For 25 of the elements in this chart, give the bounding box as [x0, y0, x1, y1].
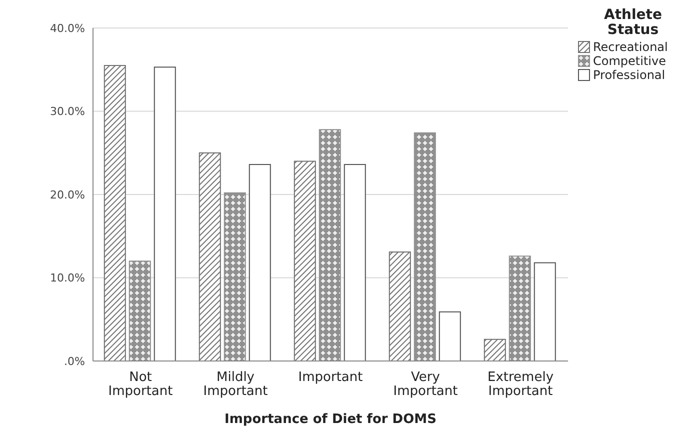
y-tick-label: .0%	[64, 354, 85, 368]
bar	[438, 311, 461, 361]
bar	[198, 152, 221, 361]
y-tick-label: 40.0%	[50, 22, 85, 35]
bar	[484, 338, 506, 361]
x-tick-label: Important	[298, 370, 363, 385]
x-tick-label: Mildly Important	[203, 370, 268, 399]
y-tick-label: 10.0%	[50, 272, 85, 285]
bar	[388, 251, 411, 361]
y-tick-label: 30.0%	[50, 105, 85, 118]
x-tick-label: Extremely Important	[487, 370, 554, 399]
legend-label: Professional	[593, 68, 666, 82]
y-tick-label: 20.0%	[50, 188, 85, 202]
bar	[248, 164, 271, 361]
x-tick-label: Not Important	[108, 370, 173, 399]
bar	[344, 164, 366, 361]
bar	[294, 160, 316, 361]
x-axis-title: Importance of Diet for DOMS	[224, 412, 436, 427]
bar	[104, 64, 126, 361]
bar	[154, 66, 176, 361]
legend-title: Athlete Status	[603, 7, 663, 38]
legend-label: Recreational	[593, 40, 668, 54]
bar	[534, 262, 556, 361]
legend-label: Competitive	[593, 54, 666, 68]
x-tick-label: Very Important	[393, 370, 458, 399]
